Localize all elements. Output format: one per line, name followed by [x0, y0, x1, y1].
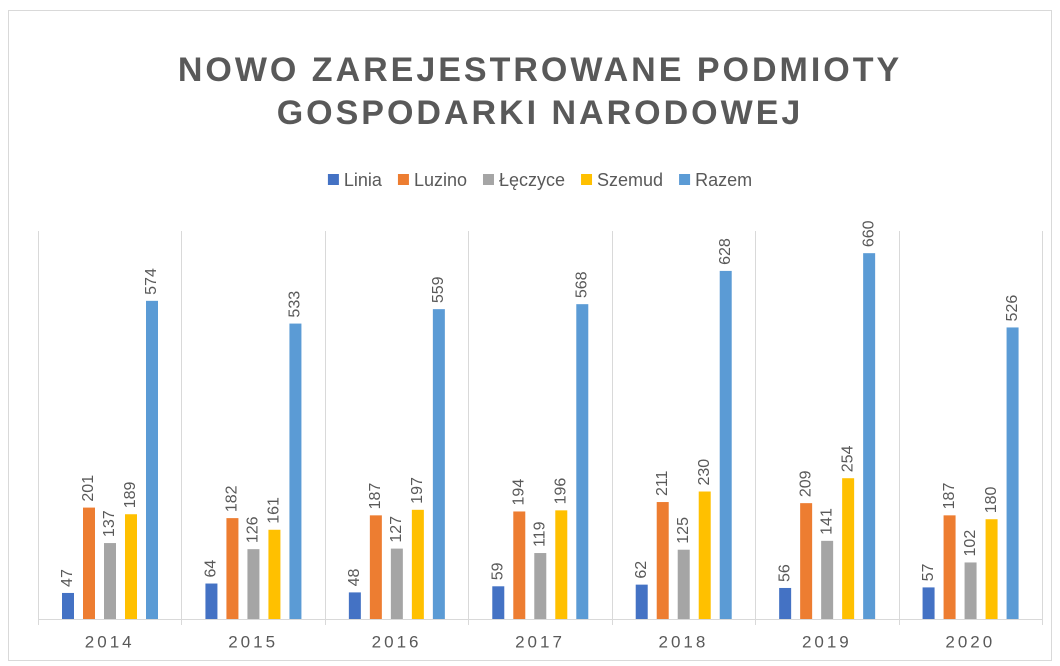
data-label: 197 — [409, 477, 426, 504]
data-label: 119 — [532, 521, 549, 547]
data-label: 57 — [920, 564, 937, 582]
chart-title: GOSPODARKI NARODOWEJ — [277, 94, 804, 132]
bar — [492, 586, 505, 619]
x-tick-label: 2015 — [228, 632, 278, 651]
bar — [432, 309, 445, 619]
data-label: 196 — [553, 478, 570, 505]
bar — [576, 304, 589, 619]
bar — [677, 549, 690, 619]
bar — [125, 514, 137, 619]
data-label: 209 — [797, 470, 814, 497]
legend-swatch — [581, 174, 593, 185]
bar — [83, 507, 95, 619]
bar — [411, 509, 424, 619]
data-label: 102 — [962, 530, 979, 557]
legend-label: Szemud — [597, 170, 663, 190]
bar — [985, 519, 998, 619]
bar — [348, 592, 361, 619]
data-label: 533 — [287, 291, 304, 318]
bar — [247, 549, 260, 619]
data-label: 211 — [654, 470, 671, 496]
data-label: 568 — [574, 271, 591, 298]
data-label: 189 — [122, 481, 139, 508]
data-label: 194 — [511, 479, 528, 506]
data-label: 660 — [860, 220, 877, 247]
bar — [555, 510, 568, 619]
data-label: 141 — [818, 508, 835, 535]
data-label: 180 — [983, 486, 1000, 513]
data-label: 187 — [941, 483, 958, 510]
data-label: 137 — [101, 510, 118, 537]
data-label: 254 — [839, 445, 856, 472]
x-tick-label: 2016 — [372, 632, 422, 651]
x-tick-label: 2020 — [945, 632, 995, 651]
bar — [698, 491, 711, 619]
bar — [369, 515, 382, 619]
x-tick-label: 2018 — [659, 632, 709, 651]
bar — [1006, 327, 1019, 619]
data-label: 62 — [633, 561, 650, 579]
bar — [205, 583, 218, 619]
bar — [656, 502, 669, 619]
bar — [62, 592, 74, 619]
legend-label: Łęczyce — [499, 170, 565, 190]
bar — [943, 515, 956, 619]
bar — [289, 323, 302, 619]
data-label: 526 — [1004, 295, 1021, 322]
legend-label: Linia — [344, 170, 383, 190]
legend-swatch — [679, 174, 691, 185]
bar — [390, 548, 403, 619]
data-label: 127 — [388, 516, 405, 543]
data-label: 47 — [59, 569, 76, 587]
data-label: 126 — [245, 516, 262, 543]
data-label: 48 — [346, 568, 363, 586]
bar — [821, 540, 834, 619]
data-label: 64 — [203, 560, 220, 578]
data-label: 201 — [80, 475, 97, 502]
x-tick-label: 2014 — [85, 632, 135, 651]
bar — [104, 543, 116, 619]
data-label: 230 — [696, 459, 713, 486]
data-label: 125 — [675, 517, 692, 544]
bar — [964, 562, 977, 619]
bar — [534, 553, 547, 619]
bar — [922, 587, 935, 619]
data-label: 161 — [266, 497, 283, 524]
bar — [800, 503, 813, 619]
bar — [863, 253, 876, 619]
data-label: 187 — [367, 483, 384, 510]
legend-label: Luzino — [414, 170, 467, 190]
chart-title: NOWO ZAREJESTROWANE PODMIOTY — [178, 51, 902, 89]
chart-frame — [8, 10, 1052, 661]
bar — [513, 511, 526, 619]
data-label: 59 — [490, 562, 507, 580]
bar — [268, 529, 281, 619]
legend-label: Razem — [695, 170, 752, 190]
bar — [719, 270, 732, 619]
x-tick-label: 2017 — [515, 632, 565, 651]
bar — [226, 518, 239, 619]
data-label: 574 — [143, 268, 160, 295]
bar — [146, 300, 158, 619]
bar — [779, 587, 792, 619]
bar — [842, 478, 855, 619]
legend-swatch — [482, 174, 494, 185]
legend-swatch — [397, 174, 409, 185]
data-label: 559 — [430, 276, 447, 303]
data-label: 628 — [717, 238, 734, 265]
data-label: 182 — [224, 485, 241, 512]
bar — [635, 584, 648, 619]
data-label: 56 — [776, 564, 793, 582]
legend-swatch — [327, 174, 339, 185]
x-tick-label: 2019 — [802, 632, 852, 651]
